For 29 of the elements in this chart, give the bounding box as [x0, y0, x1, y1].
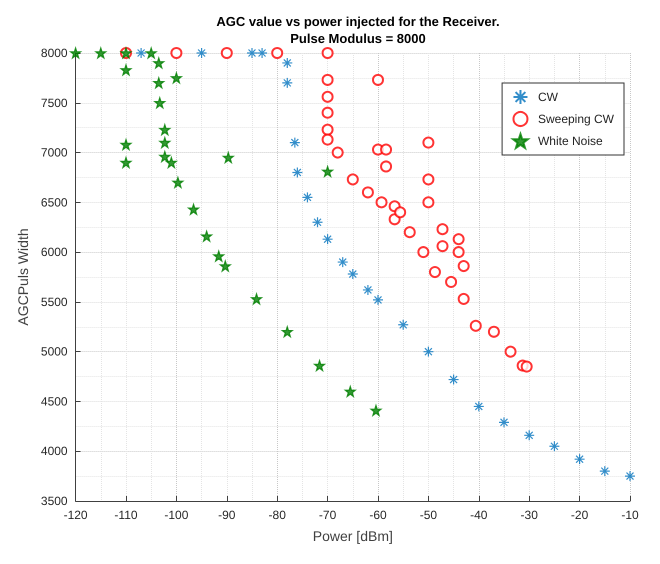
- y-tick-label: 5500: [40, 294, 68, 309]
- legend-label: Sweeping CW: [538, 112, 615, 126]
- x-tick-label: -40: [470, 508, 488, 522]
- y-axis-title: AGCPuls Width: [15, 228, 31, 326]
- y-tick-label: 7500: [40, 96, 68, 110]
- chart-subtitle: Pulse Modulus = 8000: [290, 31, 426, 46]
- x-axis-title: Power [dBm]: [312, 528, 393, 544]
- x-tick-label: -90: [218, 508, 236, 522]
- y-tick-label: 3500: [40, 494, 68, 508]
- x-tick-label: -60: [369, 508, 387, 522]
- y-tick-label: 4500: [40, 394, 68, 408]
- x-tick-label: -50: [420, 508, 438, 522]
- x-tick-label: -80: [268, 508, 286, 522]
- legend-label: CW: [538, 90, 559, 104]
- x-tick-label: -20: [570, 508, 589, 522]
- x-tick-label: -70: [318, 508, 337, 522]
- x-tick-label: -10: [621, 508, 639, 522]
- x-tick-label: -30: [520, 508, 538, 522]
- y-tick-label: 4000: [40, 444, 68, 458]
- y-tick-label: 7000: [40, 146, 68, 160]
- x-tick-label: -110: [114, 508, 138, 522]
- y-tick-label: 5000: [40, 344, 68, 359]
- x-tick-label: -100: [164, 508, 189, 522]
- chart-title: AGC value vs power injected for the Receiver.: [216, 14, 500, 29]
- y-tick-label: 8000: [40, 46, 68, 60]
- y-tick-label: 6500: [40, 195, 68, 210]
- x-tick-label: -120: [64, 508, 88, 522]
- y-tick-label: 6000: [40, 245, 68, 260]
- legend-label: White Noise: [538, 134, 603, 148]
